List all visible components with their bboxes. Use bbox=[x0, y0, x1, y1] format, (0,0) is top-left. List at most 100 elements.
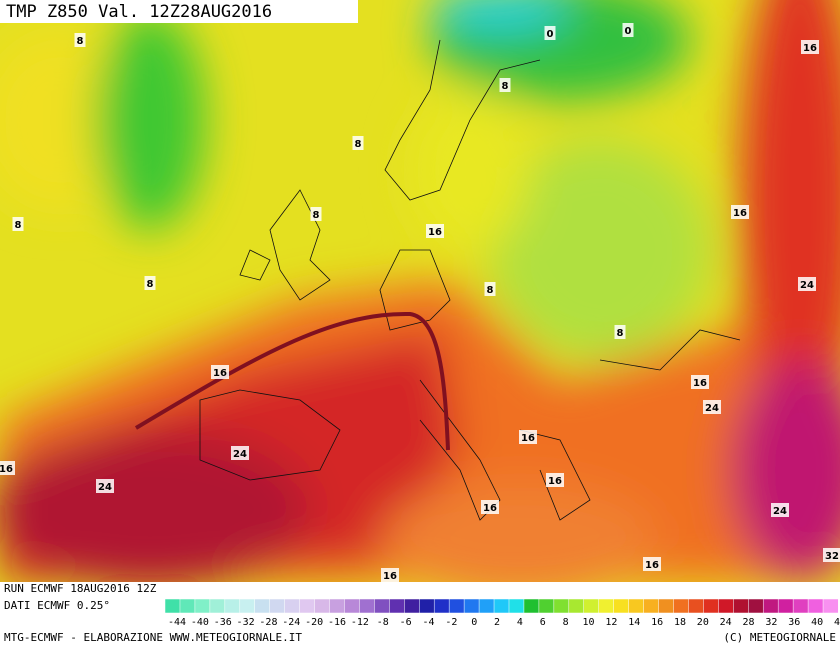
contour-label: 16 bbox=[548, 476, 562, 487]
scale-tick-label: 20 bbox=[697, 617, 709, 628]
contour-label-box bbox=[484, 282, 496, 296]
color-swatch bbox=[658, 598, 675, 614]
contour-label-box bbox=[310, 207, 322, 221]
contour-label-box bbox=[546, 473, 564, 487]
contour-label-box bbox=[0, 461, 15, 475]
color-swatch bbox=[792, 598, 809, 614]
contour-label: 8 bbox=[77, 36, 84, 47]
contour-label: 16 bbox=[428, 227, 442, 238]
contour-label-box bbox=[798, 277, 816, 291]
contour-label: 16 bbox=[383, 571, 397, 582]
color-swatch bbox=[389, 598, 405, 614]
color-swatch bbox=[314, 598, 331, 614]
temperature-map: 8 8 8 8 8 8 8 8 0 0 16 16 16 16 16 16 16 16 16 16 16 24 24 24 24… bbox=[0, 0, 840, 582]
scale-tick-label: 16 bbox=[651, 617, 663, 628]
scale-tick-label: 18 bbox=[674, 617, 686, 628]
map-title: TMP Z850 Val. 12Z28AUG2016 bbox=[6, 2, 272, 22]
contour-label-box bbox=[96, 479, 114, 493]
scale-tick-label: -28 bbox=[259, 617, 277, 628]
color-swatch bbox=[598, 598, 615, 614]
data-source: DATI ECMWF 0.25° bbox=[4, 599, 110, 612]
coastlines bbox=[199, 39, 741, 521]
contour-label: 32 bbox=[825, 551, 839, 562]
contour-label: 16 bbox=[693, 378, 707, 389]
contour-label-box bbox=[231, 446, 249, 460]
color-swatch bbox=[807, 598, 824, 614]
color-swatch bbox=[254, 598, 271, 614]
scale-tick-label: -24 bbox=[282, 617, 300, 628]
color-swatch bbox=[762, 598, 779, 614]
contour-label: 0 bbox=[547, 29, 554, 40]
scale-tick-label: -16 bbox=[328, 617, 346, 628]
contour-label: 8 bbox=[355, 139, 362, 150]
contour-label-box bbox=[544, 26, 556, 40]
color-swatch bbox=[688, 598, 704, 614]
color-swatch bbox=[194, 598, 211, 614]
color-swatch bbox=[583, 598, 600, 614]
contour-label: 24 bbox=[98, 482, 112, 493]
contour-label-box bbox=[703, 400, 721, 414]
color-swatch bbox=[628, 598, 645, 614]
contour-label-box bbox=[614, 325, 626, 339]
color-swatch bbox=[703, 598, 719, 614]
contour-label-box bbox=[211, 365, 229, 379]
contour-label: 24 bbox=[233, 449, 247, 460]
color-swatch bbox=[448, 598, 465, 614]
color-swatch bbox=[404, 598, 420, 614]
scale-tick-label: 12 bbox=[605, 617, 617, 628]
contour-label: 16 bbox=[521, 433, 535, 444]
color-swatch bbox=[269, 598, 286, 614]
color-swatch bbox=[777, 598, 794, 614]
color-swatch bbox=[374, 598, 390, 614]
color-swatch bbox=[523, 598, 540, 614]
contour-label-box bbox=[823, 548, 840, 562]
color-swatch bbox=[673, 598, 689, 614]
contour-label-box bbox=[643, 557, 661, 571]
color-swatch bbox=[344, 598, 360, 614]
scale-tick-label: 36 bbox=[788, 617, 800, 628]
scale-tick-label: 40 bbox=[811, 617, 823, 628]
color-swatch bbox=[718, 598, 734, 614]
color-swatch bbox=[329, 598, 346, 614]
color-swatch bbox=[463, 598, 480, 614]
scale-tick-label: -36 bbox=[214, 617, 232, 628]
contour-label-box bbox=[481, 500, 499, 514]
color-swatch bbox=[179, 598, 196, 614]
contour-label: 8 bbox=[502, 81, 509, 92]
scale-tick-label: 10 bbox=[582, 617, 594, 628]
color-swatch bbox=[164, 598, 181, 614]
contour-label-box bbox=[12, 217, 24, 231]
scale-tick-label: 14 bbox=[628, 617, 640, 628]
contour-labels: 8 8 8 8 8 8 8 8 0 0 16 16 16 16 16 16 16 16 16 16 16 24 24 24 24… bbox=[0, 23, 840, 582]
scale-tick-label: -8 bbox=[377, 617, 389, 628]
color-scale: -44 -40 -36 -32 -28 -24 -20 -16 -12 -8 -6 -4 -2 0 2 4 6 8… bbox=[164, 598, 840, 628]
scale-tick-label: 32 bbox=[765, 617, 777, 628]
contour-label: 16 bbox=[0, 464, 13, 475]
scale-tick-label: 2 bbox=[494, 617, 500, 628]
color-swatch bbox=[359, 598, 375, 614]
color-swatch bbox=[418, 598, 435, 614]
credit: MTG-ECMWF - ELABORAZIONE WWW.METEOGIORNA… bbox=[4, 631, 302, 644]
scale-tick-label: 44 bbox=[834, 617, 840, 628]
contour-label: 24 bbox=[773, 506, 787, 517]
scale-tick-label: 0 bbox=[471, 617, 477, 628]
contour-label: 8 bbox=[313, 210, 320, 221]
contour-label: 24 bbox=[705, 403, 719, 414]
contour-label: 16 bbox=[733, 208, 747, 219]
contour-label: 16 bbox=[645, 560, 659, 571]
color-swatch bbox=[748, 598, 764, 614]
scale-tick-label: -40 bbox=[191, 617, 209, 628]
color-swatch bbox=[224, 598, 241, 614]
header-box bbox=[0, 0, 358, 23]
contour-label: 8 bbox=[487, 285, 494, 296]
contour-label-box bbox=[771, 503, 789, 517]
color-swatch bbox=[568, 598, 585, 614]
scale-tick-label: -12 bbox=[351, 617, 369, 628]
scale-tick-label: 28 bbox=[743, 617, 755, 628]
contour-label: 8 bbox=[617, 328, 624, 339]
contour-label-box bbox=[426, 224, 444, 238]
run-info: RUN ECMWF 18AUG2016 12Z bbox=[4, 582, 157, 595]
contour-label-box bbox=[801, 40, 819, 54]
contour-label: 16 bbox=[803, 43, 817, 54]
